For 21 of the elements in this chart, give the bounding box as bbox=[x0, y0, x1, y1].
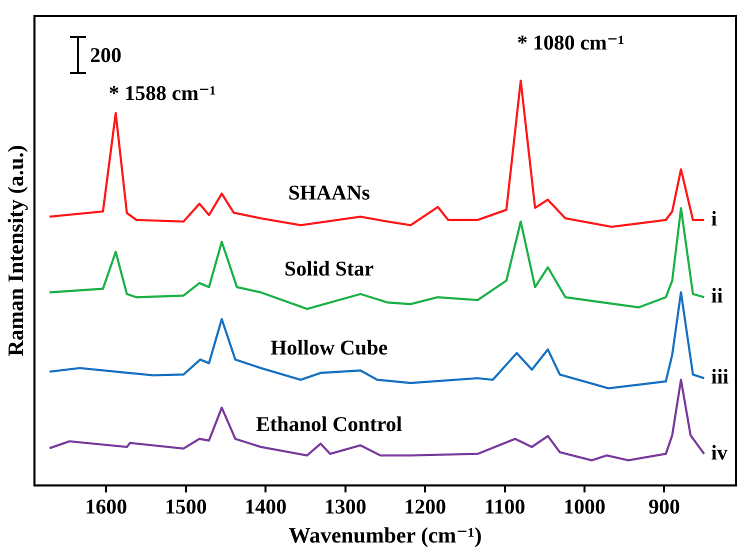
series-label: Solid Star bbox=[284, 256, 374, 280]
series-label: SHAANs bbox=[288, 180, 370, 205]
x-tick-label: 1400 bbox=[244, 494, 287, 518]
x-tick-label: 1000 bbox=[564, 494, 606, 518]
y-axis-title: Raman Intensity (a.u.) bbox=[2, 144, 28, 356]
x-tick-label: 1500 bbox=[164, 494, 207, 518]
x-axis-title: Wavenumber (cm⁻¹) bbox=[288, 522, 482, 548]
x-tick-label: 1100 bbox=[484, 494, 526, 518]
text: 200 bbox=[90, 42, 122, 68]
text: * 1080 cm⁻¹ bbox=[517, 30, 624, 55]
annotation: i bbox=[711, 206, 718, 230]
x-tick-label: 1200 bbox=[404, 494, 446, 518]
x-tick-label: 1600 bbox=[85, 494, 128, 518]
series-label: Ethanol Control bbox=[256, 412, 402, 436]
x-tick-label: 1300 bbox=[324, 494, 366, 518]
annotation: ii bbox=[711, 284, 723, 308]
x-tick-label: 900 bbox=[648, 494, 680, 518]
series-label: Hollow Cube bbox=[270, 336, 388, 360]
annotation: * 1588 cm⁻¹ bbox=[108, 80, 216, 105]
annotation: iii bbox=[711, 364, 729, 389]
annotation: iv bbox=[711, 440, 728, 464]
